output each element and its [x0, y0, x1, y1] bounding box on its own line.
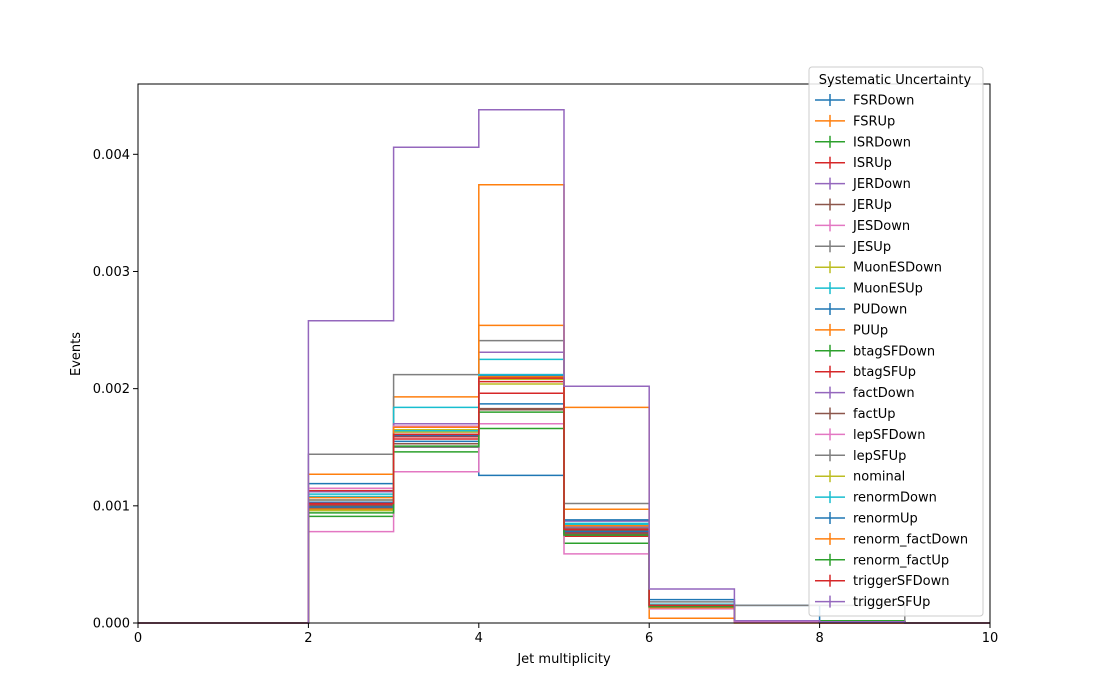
- legend-label: factDown: [853, 386, 915, 401]
- y-tick-label-0.002: 0.002: [93, 382, 130, 397]
- x-axis-label: Jet multiplicity: [516, 652, 611, 667]
- legend-entries: FSRDown FSRUp ISRDown ISRUp JERDown JERUp JESD…: [815, 94, 968, 610]
- series-layer: [138, 109, 990, 624]
- legend-entry-triggerSFUp: triggerSFUp: [815, 595, 930, 610]
- legend-label: lepSFDown: [853, 428, 925, 443]
- legend-label: JERDown: [852, 177, 911, 192]
- legend-entry-renorm_factUp: renorm_factUp: [815, 553, 949, 568]
- x-tick-label-10: 10: [982, 631, 999, 646]
- legend-entry-PUUp: PUUp: [815, 323, 888, 338]
- legend-label: ISRDown: [853, 135, 911, 150]
- plot-frame: [137, 83, 991, 624]
- legend-label: JESUp: [852, 240, 891, 255]
- legend-entry-lepSFDown: lepSFDown: [815, 428, 925, 443]
- legend-label: renormUp: [853, 512, 918, 527]
- y-axis-label: Events: [69, 332, 84, 376]
- legend-entry-ISRDown: ISRDown: [815, 135, 911, 150]
- legend-frame: [808, 66, 984, 617]
- y-tick-label-0.004: 0.004: [93, 148, 130, 163]
- legend-entry-ISRUp: ISRUp: [815, 156, 892, 171]
- legend-title: Systematic Uncertainty: [819, 73, 972, 88]
- x-tick-label-6: 6: [645, 631, 653, 646]
- legend-label: PUUp: [853, 323, 888, 338]
- x-tick-label-4: 4: [475, 631, 483, 646]
- series-line-triggerSFUp: [138, 109, 990, 624]
- y-tick-label-0.003: 0.003: [93, 265, 130, 280]
- legend-label: btagSFDown: [853, 344, 935, 359]
- legend-entry-JESDown: JESDown: [815, 219, 910, 234]
- legend-label: nominal: [853, 470, 905, 485]
- legend-label: JERUp: [852, 198, 892, 213]
- legend-entry-btagSFUp: btagSFUp: [815, 365, 916, 380]
- x-tick-label-0: 0: [134, 631, 142, 646]
- legend-label: triggerSFDown: [853, 574, 949, 589]
- legend-label: triggerSFUp: [853, 595, 930, 610]
- legend-label: FSRDown: [853, 94, 914, 109]
- legend-entry-nominal: nominal: [815, 470, 905, 485]
- legend-label: renormDown: [853, 491, 937, 506]
- legend-entry-JESUp: JESUp: [815, 240, 891, 255]
- legend-entry-MuonESDown: MuonESDown: [815, 261, 942, 276]
- y-axis: 0.000 0.001 0.002 0.003 0.004: [93, 148, 138, 632]
- legend-label: FSRUp: [853, 114, 895, 129]
- x-axis: 0 2 4 6 8 10: [134, 623, 998, 646]
- legend-entry-JERUp: JERUp: [815, 198, 892, 213]
- legend-entry-factDown: factDown: [815, 386, 915, 401]
- legend-entry-MuonESUp: MuonESUp: [815, 282, 923, 297]
- legend-label: MuonESUp: [853, 282, 923, 297]
- legend-label: JESDown: [852, 219, 910, 234]
- legend-label: renorm_factDown: [853, 532, 968, 547]
- x-tick-label-2: 2: [304, 631, 312, 646]
- legend-label: MuonESDown: [853, 261, 942, 276]
- legend-entry-JERDown: JERDown: [815, 177, 911, 192]
- x-tick-label-8: 8: [815, 631, 823, 646]
- y-tick-label-0.000: 0.000: [93, 617, 130, 632]
- legend-entry-FSRUp: FSRUp: [815, 114, 895, 129]
- legend-entry-factUp: factUp: [815, 407, 896, 422]
- legend-entry-lepSFUp: lepSFUp: [815, 449, 906, 464]
- legend-label: PUDown: [853, 303, 907, 318]
- legend: Systematic Uncertainty FSRDown FSRUp ISRDo…: [808, 66, 984, 617]
- legend-label: btagSFUp: [853, 365, 916, 380]
- legend-label: ISRUp: [853, 156, 892, 171]
- legend-label: factUp: [853, 407, 896, 422]
- legend-entry-renormDown: renormDown: [815, 491, 937, 506]
- y-tick-label-0.001: 0.001: [93, 499, 130, 514]
- legend-label: lepSFUp: [853, 449, 906, 464]
- legend-entry-renormUp: renormUp: [815, 512, 918, 527]
- legend-entry-FSRDown: FSRDown: [815, 94, 914, 109]
- legend-entry-btagSFDown: btagSFDown: [815, 344, 935, 359]
- legend-entry-renorm_factDown: renorm_factDown: [815, 532, 968, 547]
- legend-entry-triggerSFDown: triggerSFDown: [815, 574, 949, 589]
- legend-entry-PUDown: PUDown: [815, 303, 907, 318]
- legend-label: renorm_factUp: [853, 553, 949, 568]
